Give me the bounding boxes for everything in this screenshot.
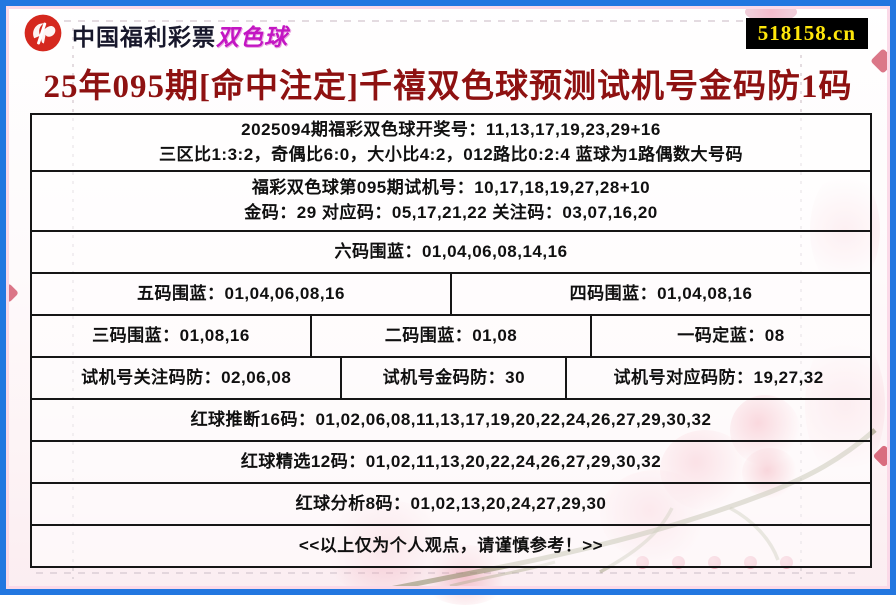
edge-diamond (0, 283, 19, 303)
corner-blob (745, 2, 797, 22)
table-row-six-blue: 六码围蓝：01,04,06,08,14,16 (32, 230, 870, 272)
trial-gold-guard-cell: 试机号金码防：30 (340, 358, 565, 398)
two-blue-cell: 二码围蓝：01,08 (310, 316, 590, 356)
four-blue-cell: 四码围蓝：01,04,08,16 (450, 274, 870, 314)
table-row-red-12: 红球精选12码：01,02,11,13,20,22,24,26,27,29,30… (32, 440, 870, 482)
draw-result-line1: 2025094期福彩双色球开奖号：11,13,17,19,23,29+16 (241, 119, 661, 139)
table-row-red-8: 红球分析8码：01,02,13,20,24,27,29,30 (32, 482, 870, 524)
trial-watch-guard-cell: 试机号关注码防：02,06,08 (81, 367, 292, 387)
one-blue-cell: 一码定蓝：08 (590, 316, 870, 356)
five-blue-cell: 五码围蓝：01,04,06,08,16 (137, 283, 345, 303)
dashed-line-bottom (36, 572, 860, 574)
red-12-cell: 红球精选12码：01,02,11,13,20,22,24,26,27,29,30… (240, 451, 662, 471)
six-blue-cell: 六码围蓝：01,04,06,08,14,16 (334, 241, 568, 261)
table-row-five-four-blue: 五码围蓝：01,04,06,08,16 四码围蓝：01,04,08,16 (32, 272, 870, 314)
draw-result-line2: 三区比1:3:2，奇偶比6:0，大小比4:2，012路比0:2:4 蓝球为1路偶… (158, 144, 744, 164)
site-badge: 518158.cn (745, 18, 868, 49)
dashed-line-top (36, 20, 860, 22)
table-row-disclaimer: <<以上仅为个人观点，请谨慎参考！>> (32, 524, 870, 566)
brand-text: 中国福利彩票双色球 (72, 18, 288, 52)
table-row-three-two-one-blue: 三码围蓝：01,08,16 二码围蓝：01,08 一码定蓝：08 (32, 314, 870, 356)
table-row-trial-number: 福彩双色球第095期试机号：10,17,18,19,27,28+10 金码：29… (32, 170, 870, 230)
table-row-draw-result: 2025094期福彩双色球开奖号：11,13,17,19,23,29+16 三区… (32, 115, 870, 170)
red-16-cell: 红球推断16码：01,02,06,08,11,13,17,19,20,22,24… (190, 409, 712, 429)
trial-number-cell: 福彩双色球第095期试机号：10,17,18,19,27,28+10 金码：29… (32, 172, 870, 230)
three-blue-cell: 三码围蓝：01,08,16 (92, 325, 250, 345)
draw-result-cell: 2025094期福彩双色球开奖号：11,13,17,19,23,29+16 三区… (32, 115, 870, 170)
brand-text-main: 中国福利彩票 (72, 24, 216, 50)
trial-match-guard-cell: 试机号对应码防：19,27,32 (565, 358, 870, 398)
disclaimer-cell: <<以上仅为个人观点，请谨慎参考！>> (298, 535, 604, 555)
trial-number-line2: 金码：29 对应码：05,17,21,22 关注码：03,07,16,20 (244, 203, 658, 222)
red-8-cell: 红球分析8码：01,02,13,20,24,27,29,30 (295, 493, 607, 513)
prediction-table: 2025094期福彩双色球开奖号：11,13,17,19,23,29+16 三区… (30, 113, 872, 568)
table-row-trial-guards: 试机号关注码防：02,06,08 试机号金码防：30 试机号对应码防：19,27… (32, 356, 870, 398)
page-title: 25年095期[命中注定]千禧双色球预测试机号金码防1码 (43, 69, 853, 105)
brand-text-accent: 双色球 (216, 24, 288, 50)
cwl-logo-icon (24, 14, 62, 52)
header: 中国福利彩票双色球 518158.cn (6, 6, 890, 56)
trial-number-line1: 福彩双色球第095期试机号：10,17,18,19,27,28+10 (251, 178, 651, 198)
table-row-red-16: 红球推断16码：01,02,06,08,11,13,17,19,20,22,24… (32, 398, 870, 440)
